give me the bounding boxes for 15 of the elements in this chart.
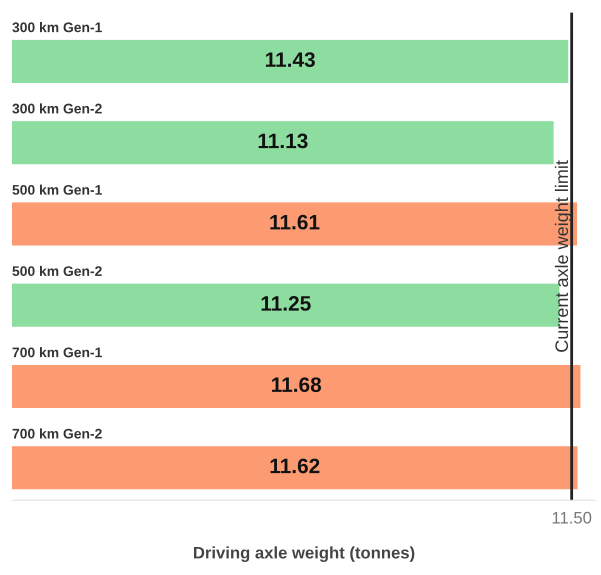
x-tick-label: 11.50 — [552, 512, 592, 524]
data-label: 11.43 — [266, 52, 315, 68]
data-label: 11.25 — [262, 296, 311, 311]
y-tick-label: 700 km Gen-1 — [12, 347, 102, 358]
y-tick-label: 500 km Gen-2 — [12, 266, 102, 276]
x-axis-title: Driving axle weight (tonnes) — [194, 546, 414, 562]
y-tick-label: 300 km Gen-2 — [12, 103, 102, 114]
y-tick-label: 500 km Gen-1 — [12, 184, 102, 195]
ref-line-label: Current axle weight limit — [554, 160, 572, 352]
y-tick-label: 300 km Gen-1 — [12, 22, 102, 32]
data-label: 11.62 — [270, 458, 320, 474]
data-label: 11.61 — [270, 214, 320, 230]
y-tick-label: 700 km Gen-2 — [12, 428, 102, 439]
data-label: 11.68 — [272, 377, 322, 392]
data-label: 11.13 — [258, 134, 308, 148]
